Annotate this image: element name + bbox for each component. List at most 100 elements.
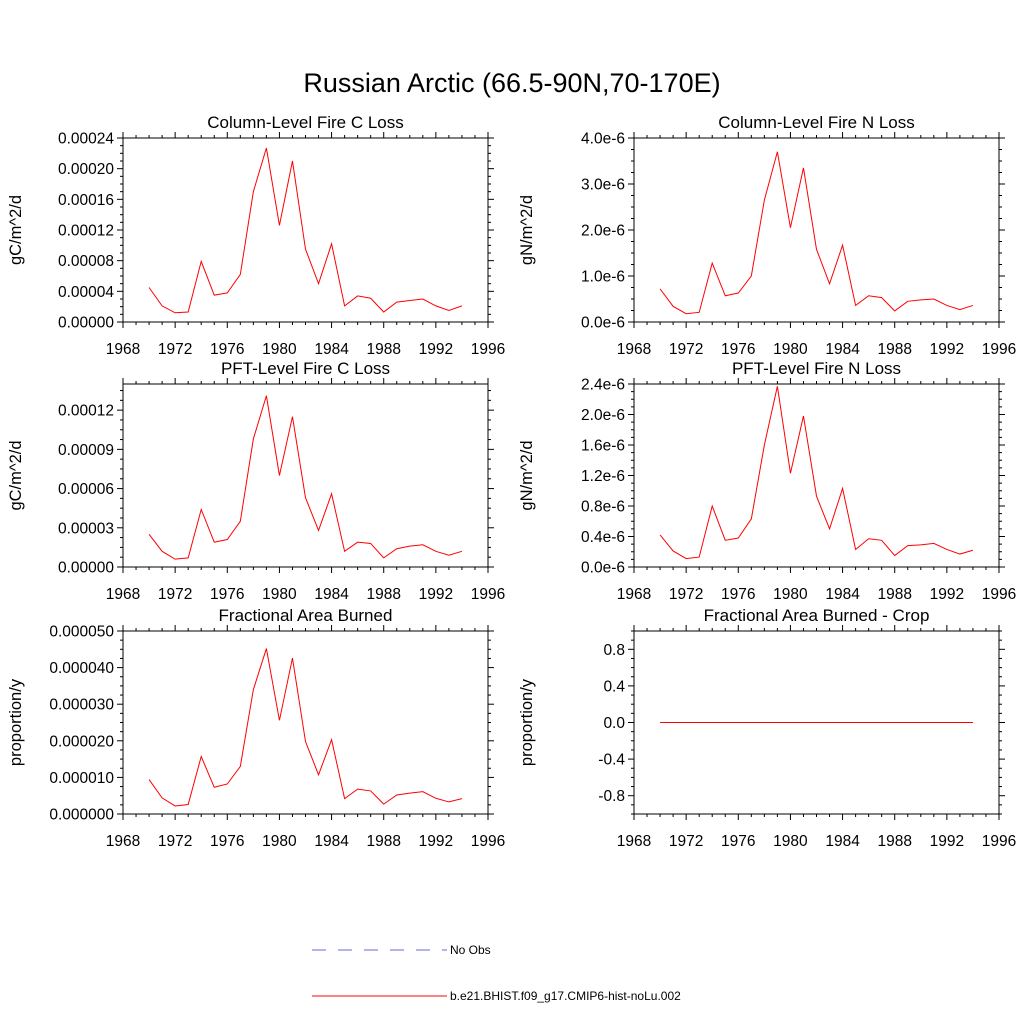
panel-title: Column-Level Fire N Loss (718, 113, 915, 132)
x-tick-label: 1980 (262, 833, 297, 850)
chart-panel-4: 1968 1972 1976 1980 1984 1988 1992 1996 0.0e-6 0.… (518, 359, 1016, 603)
x-tick-label: 1976 (210, 586, 244, 603)
x-tick-label: 1968 (106, 341, 140, 358)
panel-title: Fractional Area Burned - Crop (704, 606, 930, 625)
y-tick-label: 0.00006 (58, 481, 114, 498)
x-tick-label: 1996 (471, 586, 505, 603)
series-line (148, 648, 463, 807)
figure-title: Russian Arctic (66.5-90N,70-170E) (303, 68, 720, 98)
y-axis-label: gN/m^2/d (518, 440, 536, 510)
plot-frame (633, 383, 1000, 568)
y-axis-label: gC/m^2/d (7, 195, 25, 265)
y-tick-label: 0.4 (603, 678, 625, 695)
x-tick-label: 1980 (773, 341, 808, 358)
legend: No Obs b.e21.BHIST.f09_g17.CMIP6-hist-no… (312, 943, 681, 1003)
y-tick-label: 0.00024 (58, 131, 114, 148)
y-tick-label: 1.6e-6 (581, 438, 625, 455)
x-tick-label: 1992 (419, 341, 453, 358)
chart-panel-6: 1968 1972 1976 1980 1984 1988 1992 1996 -0.8 -0.4… (518, 606, 1016, 850)
panel-title: PFT-Level Fire C Loss (221, 359, 390, 378)
legend-label-model: b.e21.BHIST.f09_g17.CMIP6-hist-noLu.002 (450, 989, 681, 1003)
x-tick-label: 1988 (877, 833, 911, 850)
x-tick-label: 1980 (262, 341, 297, 358)
plot-frame (633, 137, 1000, 323)
x-tick-label: 1984 (825, 341, 860, 358)
x-tick-label: 1968 (617, 833, 651, 850)
x-tick-label: 1996 (982, 833, 1016, 850)
y-tick-label: 1.0e-6 (581, 269, 625, 286)
y-tick-label: 0.00012 (58, 223, 114, 240)
plot-frame (122, 383, 489, 568)
x-tick-label: 1984 (314, 341, 349, 358)
x-tick-label: 1996 (471, 341, 505, 358)
y-tick-label: 0.0 (603, 715, 625, 732)
series-line (659, 151, 974, 315)
x-tick-label: 1976 (210, 833, 244, 850)
y-tick-label: 0.00000 (58, 315, 114, 332)
x-tick-label: 1984 (825, 586, 860, 603)
y-tick-label: 1.2e-6 (581, 468, 625, 485)
x-tick-label: 1988 (366, 586, 400, 603)
panel-title: Fractional Area Burned (219, 606, 393, 625)
x-tick-label: 1980 (773, 833, 808, 850)
panel-title: PFT-Level Fire N Loss (732, 359, 901, 378)
y-tick-label: 0.000030 (49, 697, 114, 714)
x-tick-label: 1972 (158, 833, 192, 850)
y-tick-label: 0.0e-6 (581, 560, 625, 577)
x-tick-label: 1996 (982, 341, 1016, 358)
x-tick-label: 1996 (982, 586, 1016, 603)
y-tick-label: 2.4e-6 (581, 377, 625, 394)
y-axis-label: gN/m^2/d (518, 195, 536, 265)
y-tick-label: 2.0e-6 (581, 407, 625, 424)
plot-frame (122, 137, 489, 323)
chart-panel-3: 1968 1972 1976 1980 1984 1988 1992 1996 0.00000 0… (7, 359, 505, 603)
series-line (659, 386, 974, 560)
chart-panel-5: 1968 1972 1976 1980 1984 1988 1992 1996 0.000000… (7, 606, 505, 850)
plot-frame (122, 630, 489, 815)
y-tick-label: 0.4e-6 (581, 529, 625, 546)
y-tick-label: 0.00016 (58, 192, 114, 209)
y-tick-label: 4.0e-6 (581, 131, 625, 148)
x-tick-label: 1992 (930, 586, 964, 603)
y-tick-label: 0.00012 (58, 403, 114, 420)
x-tick-label: 1988 (877, 586, 911, 603)
x-tick-label: 1976 (210, 341, 244, 358)
x-tick-label: 1972 (669, 341, 703, 358)
panel-title: Column-Level Fire C Loss (207, 113, 404, 132)
y-tick-label: 0.000010 (49, 770, 114, 787)
x-tick-label: 1984 (825, 833, 860, 850)
x-tick-label: 1992 (930, 833, 964, 850)
x-tick-label: 1984 (314, 586, 349, 603)
y-tick-label: 0.000040 (49, 660, 114, 677)
x-tick-label: 1972 (158, 341, 192, 358)
y-axis-label: gC/m^2/d (7, 440, 25, 510)
legend-label-no-obs: No Obs (450, 943, 491, 957)
series-line (148, 147, 463, 314)
y-tick-label: 0.00000 (58, 560, 114, 577)
y-axis-label: proportion/y (7, 678, 25, 766)
x-tick-label: 1988 (366, 833, 400, 850)
x-tick-label: 1972 (158, 586, 192, 603)
x-tick-label: 1992 (419, 586, 453, 603)
y-tick-label: 0.00009 (58, 442, 114, 459)
x-tick-label: 1968 (617, 586, 651, 603)
x-tick-label: 1992 (419, 833, 453, 850)
x-tick-label: 1976 (721, 586, 755, 603)
y-tick-label: 0.000000 (49, 807, 114, 824)
x-tick-label: 1972 (669, 586, 703, 603)
y-tick-label: 0.000050 (49, 624, 114, 641)
x-tick-label: 1984 (314, 833, 349, 850)
y-tick-label: 0.00003 (58, 520, 114, 537)
y-axis-label: proportion/y (518, 678, 536, 766)
x-tick-label: 1988 (366, 341, 400, 358)
series-line (148, 395, 463, 560)
chart-panel-2: 1968 1972 1976 1980 1984 1988 1992 1996 0.0e-6 1.… (518, 113, 1016, 358)
panels: 1968 1972 1976 1980 1984 1988 1992 19960.000000… (7, 113, 1016, 850)
y-tick-label: -0.4 (598, 752, 625, 769)
x-tick-label: 1972 (669, 833, 703, 850)
y-tick-label: 0.8e-6 (581, 499, 625, 516)
y-tick-label: 3.0e-6 (581, 177, 625, 194)
x-tick-label: 1976 (721, 833, 755, 850)
x-tick-label: 1980 (773, 586, 808, 603)
